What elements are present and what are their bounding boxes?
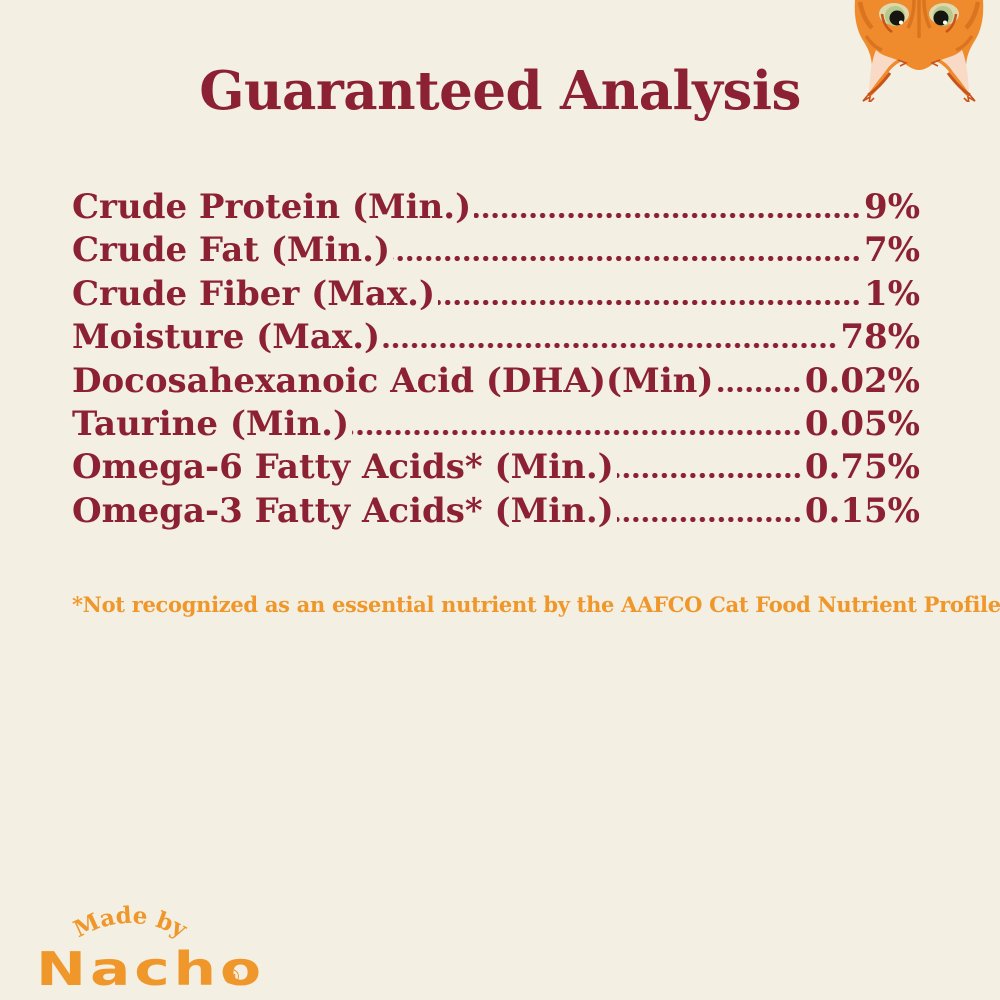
nutrient-value: 0.75% (804, 447, 920, 488)
nutrient-value: 1% (864, 273, 920, 314)
nutrient-label: Omega-6 Fatty Acids* (Min.) (72, 447, 614, 488)
analysis-list: Crude Protein (Min.) 9% Crude Fat (Min.)… (72, 186, 920, 533)
dot-leader (352, 429, 802, 435)
dot-leader (383, 343, 838, 349)
dot-leader (616, 473, 802, 479)
nutrient-value: 0.15% (804, 490, 920, 531)
nutrient-value: 9% (864, 187, 920, 227)
nutrient-label: Omega-3 Fatty Acids* (Min.) (72, 490, 614, 531)
made-by-tagline: Made by (69, 903, 191, 944)
analysis-row: Docosahexanoic Acid (DHA)(Min) 0.02% (72, 360, 920, 403)
analysis-row: Moisture (Max.) 78% (72, 316, 920, 359)
brand-wordmark: Nacho (36, 942, 266, 996)
analysis-row: Omega-6 Fatty Acids* (Min.) 0.75% (72, 446, 920, 489)
made-by-arc-text: Made by (69, 903, 191, 944)
nutrient-value: 0.02% (804, 360, 920, 401)
trademark-symbol: TM (224, 969, 239, 984)
dot-leader (716, 386, 802, 392)
made-by-nacho-logo: Made by Nacho TM (36, 903, 261, 995)
footnote: *Not recognized as an essential nutrient… (72, 592, 1000, 617)
page-title: Guaranteed Analysis (199, 60, 801, 122)
analysis-row: Crude Fat (Min.) 7% (72, 229, 920, 272)
nutrient-label: Crude Protein (Min.) (72, 187, 472, 227)
nutrient-value: 78% (840, 317, 920, 358)
dot-leader (393, 256, 862, 262)
dot-leader (616, 516, 802, 522)
nutrient-label: Crude Fat (Min.) (72, 230, 391, 271)
analysis-row: Crude Fiber (Max.) 1% (72, 273, 920, 316)
analysis-row: Crude Protein (Min.) 9% (72, 186, 920, 229)
nutrient-value: 7% (864, 230, 920, 271)
nutrient-value: 0.05% (804, 403, 920, 444)
svg-text:Made by: Made by (69, 903, 191, 944)
dot-leader (438, 299, 862, 305)
analysis-row: Omega-3 Fatty Acids* (Min.) 0.15% (72, 490, 920, 533)
nutrient-label: Docosahexanoic Acid (DHA)(Min) (72, 360, 714, 401)
nutrient-label: Moisture (Max.) (72, 317, 381, 358)
analysis-row: Taurine (Min.) 0.05% (72, 403, 920, 446)
nutrient-label: Crude Fiber (Max.) (72, 273, 436, 314)
nutrient-label: Taurine (Min.) (72, 403, 350, 444)
dot-leader (474, 213, 862, 218)
cat-face-icon (854, 0, 984, 102)
